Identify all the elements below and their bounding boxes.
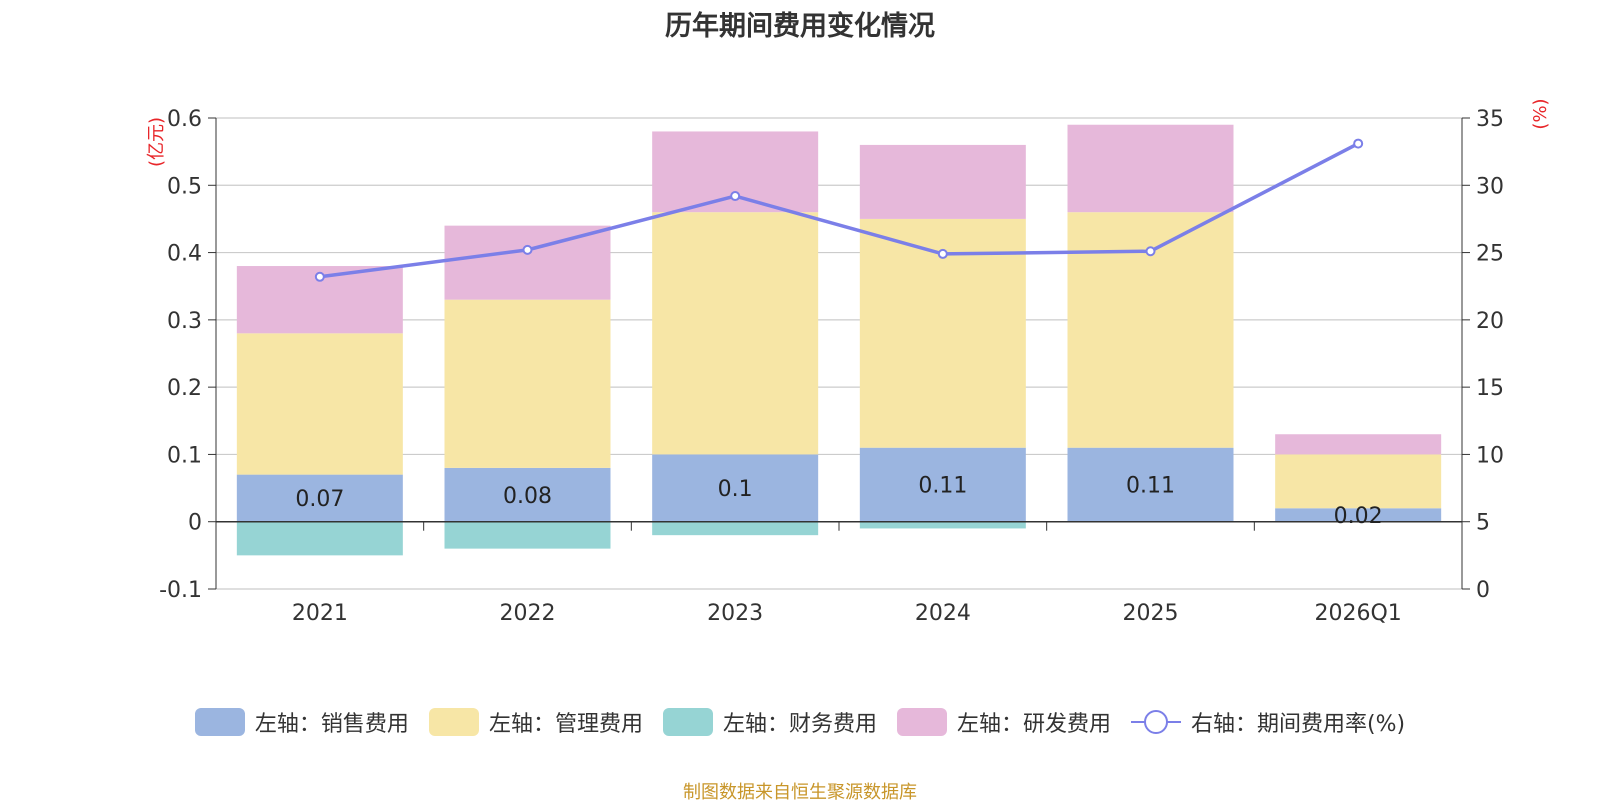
x-axis-tick-label: 2022 <box>500 601 556 626</box>
right-axis-tick-label: 20 <box>1476 309 1504 334</box>
data-label: 0.02 <box>1334 504 1383 529</box>
left-axis-tick-label: -0.1 <box>159 578 202 603</box>
right-axis-tick-label: 0 <box>1476 578 1490 603</box>
bar-segment <box>444 521 611 549</box>
bar-segment <box>652 454 819 522</box>
bar-segment <box>859 447 1026 522</box>
bar-segment <box>236 474 403 522</box>
rate-point <box>937 248 948 259</box>
left-axis-tick-label: 0.3 <box>167 309 202 334</box>
x-axis-tick-label: 2025 <box>1123 601 1179 626</box>
source-note: 制图数据来自恒生聚源数据库 <box>683 782 917 803</box>
legend-swatch <box>194 708 245 736</box>
legend-item[interactable]: 左轴：财务费用 <box>662 706 877 738</box>
right-axis-tick-label: 15 <box>1476 376 1504 401</box>
right-axis-tick-label: 30 <box>1476 174 1504 199</box>
x-axis-tick-label: 2023 <box>707 601 763 626</box>
bar-segment <box>652 212 819 455</box>
legend-label: 左轴：管理费用 <box>488 712 643 737</box>
rate-point <box>1353 138 1364 149</box>
legend-label: 左轴：研发费用 <box>956 712 1111 737</box>
data-label: 0.11 <box>1126 474 1175 499</box>
bar-segment <box>859 521 1026 529</box>
data-label: 0.08 <box>503 484 552 509</box>
x-axis-tick-label: 2021 <box>292 601 348 626</box>
x-axis-tick-label: 2024 <box>915 601 971 626</box>
right-axis-tick-label: 10 <box>1476 443 1504 468</box>
left-axis-unit-label: (亿元) <box>146 117 167 167</box>
legend-item[interactable]: 左轴：研发费用 <box>896 706 1111 738</box>
right-axis-unit-label: (%) <box>1530 98 1551 129</box>
rate-point <box>730 191 741 202</box>
legend-swatch <box>1130 708 1181 736</box>
x-axis-tick-label: 2026Q1 <box>1315 601 1402 626</box>
rate-point <box>522 244 533 255</box>
bar-segment <box>236 333 403 475</box>
left-axis-tick-label: 0 <box>188 511 202 536</box>
legend-label: 右轴：期间费用率(%) <box>1190 712 1406 737</box>
right-axis-tick-label: 5 <box>1476 511 1490 536</box>
bar-segment <box>1067 124 1234 213</box>
legend-swatch <box>896 708 947 736</box>
left-axis-tick-label: 0.5 <box>167 174 202 199</box>
legend: 左轴：销售费用 左轴：管理费用 左轴：财务费用 左轴：研发费用 右轴：期间费用率(%) <box>0 706 1600 738</box>
bar-segment <box>444 467 611 522</box>
left-axis-tick-label: 0.4 <box>167 242 202 267</box>
legend-swatch <box>428 708 479 736</box>
bar-segment <box>859 144 1026 219</box>
legend-item[interactable]: 右轴：期间费用率(%) <box>1130 706 1406 738</box>
legend-label: 左轴：财务费用 <box>722 712 877 737</box>
bar-segment <box>652 521 819 536</box>
rate-point <box>1145 246 1156 257</box>
bar-segment <box>444 225 611 300</box>
legend-swatch <box>662 708 713 736</box>
legend-item[interactable]: 左轴：销售费用 <box>194 706 409 738</box>
bar-segment <box>1275 508 1442 522</box>
bar-segment <box>1067 447 1234 522</box>
data-label: 0.07 <box>295 487 344 512</box>
bar-segment <box>1275 434 1442 455</box>
bar-segment <box>1275 454 1442 509</box>
rate-point <box>314 271 325 282</box>
legend-item[interactable]: 左轴：管理费用 <box>428 706 643 738</box>
chart-title: 历年期间费用变化情况 <box>665 11 935 42</box>
left-axis-tick-label: 0.2 <box>167 376 202 401</box>
rate-line <box>319 142 1359 279</box>
left-axis-tick-label: 0.6 <box>167 107 202 132</box>
left-axis-tick-label: 0.1 <box>167 443 202 468</box>
bar-segment <box>236 521 403 556</box>
data-label: 0.1 <box>718 477 753 502</box>
data-label: 0.11 <box>918 474 967 499</box>
bar-segment <box>444 299 611 468</box>
right-axis-tick-label: 25 <box>1476 242 1504 267</box>
right-axis-tick-label: 35 <box>1476 107 1504 132</box>
legend-label: 左轴：销售费用 <box>254 712 409 737</box>
